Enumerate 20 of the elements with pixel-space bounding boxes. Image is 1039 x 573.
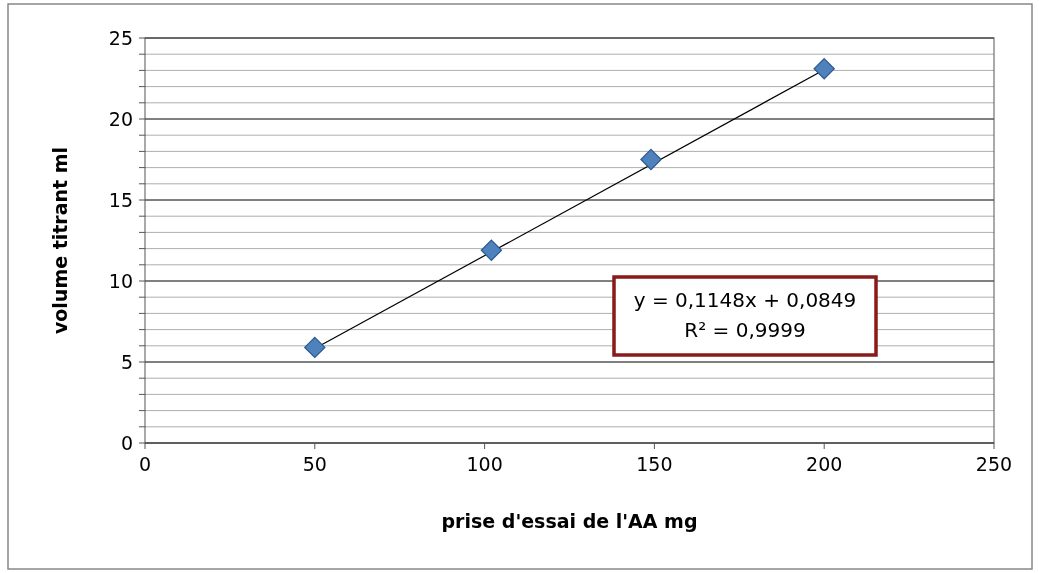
y-tick-label: 25 xyxy=(108,26,133,49)
y-tick-label: 20 xyxy=(108,107,133,130)
point xyxy=(480,239,503,261)
x-tick-label: 150 xyxy=(636,453,673,475)
y-axis-title: volume titrant ml xyxy=(49,146,71,335)
annotation: y = 0,1148x + 0,0849 xyxy=(633,288,857,312)
x-tick-label: 100 xyxy=(466,453,503,475)
annotation: R² = 0,9999 xyxy=(684,318,806,342)
x-tick-label: 50 xyxy=(302,453,327,475)
x-tick-label: 250 xyxy=(975,453,1013,475)
point xyxy=(304,336,326,359)
y-tick-label: 5 xyxy=(120,350,133,373)
point xyxy=(640,148,662,171)
x-axis-title: prise d'essai de l'AA mg xyxy=(441,510,698,532)
y-tick-label: 10 xyxy=(108,269,133,292)
y-tick-label: 15 xyxy=(108,188,133,211)
x-tick-label: 200 xyxy=(806,453,843,475)
point xyxy=(813,58,835,80)
y-tick-label: 0 xyxy=(120,431,133,454)
x-tick-label: 0 xyxy=(138,453,152,475)
